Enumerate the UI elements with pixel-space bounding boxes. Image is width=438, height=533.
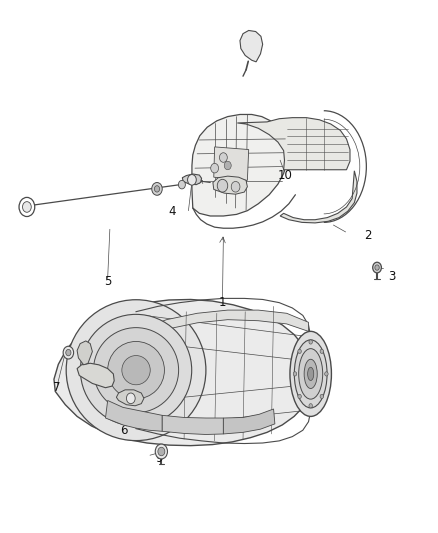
Text: 10: 10: [278, 168, 293, 182]
Circle shape: [155, 444, 167, 459]
Circle shape: [298, 394, 301, 399]
Polygon shape: [106, 400, 162, 431]
Ellipse shape: [290, 332, 332, 416]
Circle shape: [66, 350, 71, 356]
Polygon shape: [77, 364, 114, 387]
Circle shape: [320, 349, 324, 353]
Text: 5: 5: [104, 275, 111, 288]
Text: 9: 9: [155, 453, 163, 465]
Polygon shape: [77, 341, 92, 365]
Circle shape: [217, 179, 228, 192]
Ellipse shape: [294, 340, 327, 408]
Circle shape: [309, 403, 312, 408]
Polygon shape: [117, 390, 144, 406]
Circle shape: [211, 164, 219, 173]
Polygon shape: [223, 409, 275, 434]
Circle shape: [325, 372, 328, 376]
Ellipse shape: [81, 314, 192, 426]
Polygon shape: [280, 171, 357, 223]
Polygon shape: [213, 176, 247, 194]
Ellipse shape: [299, 349, 323, 399]
Ellipse shape: [93, 328, 179, 413]
Polygon shape: [214, 147, 249, 180]
Text: 1: 1: [219, 296, 226, 309]
Circle shape: [154, 185, 159, 192]
Polygon shape: [237, 118, 350, 169]
Circle shape: [373, 262, 381, 273]
Circle shape: [158, 447, 165, 456]
Circle shape: [63, 346, 74, 359]
Ellipse shape: [122, 356, 150, 385]
Circle shape: [224, 161, 231, 169]
Circle shape: [375, 265, 379, 270]
Text: 4: 4: [168, 205, 176, 217]
Circle shape: [187, 174, 196, 185]
Circle shape: [320, 394, 324, 399]
Text: 2: 2: [364, 229, 371, 242]
Circle shape: [19, 197, 35, 216]
Circle shape: [178, 180, 185, 189]
Text: 6: 6: [120, 424, 127, 437]
Circle shape: [298, 349, 301, 353]
Circle shape: [231, 181, 240, 192]
Polygon shape: [182, 174, 201, 184]
Polygon shape: [137, 310, 308, 340]
Text: 8: 8: [92, 354, 99, 368]
Circle shape: [219, 153, 227, 163]
Ellipse shape: [66, 300, 206, 441]
Polygon shape: [192, 115, 287, 216]
Circle shape: [293, 372, 297, 376]
Text: 3: 3: [388, 270, 395, 282]
Ellipse shape: [108, 342, 164, 399]
Circle shape: [309, 340, 312, 344]
Polygon shape: [54, 300, 311, 446]
Polygon shape: [240, 30, 263, 62]
Polygon shape: [162, 415, 223, 434]
Circle shape: [22, 201, 31, 212]
Circle shape: [152, 182, 162, 195]
Ellipse shape: [304, 359, 317, 389]
Text: 7: 7: [53, 381, 60, 394]
Circle shape: [127, 393, 135, 403]
Ellipse shape: [307, 367, 314, 381]
